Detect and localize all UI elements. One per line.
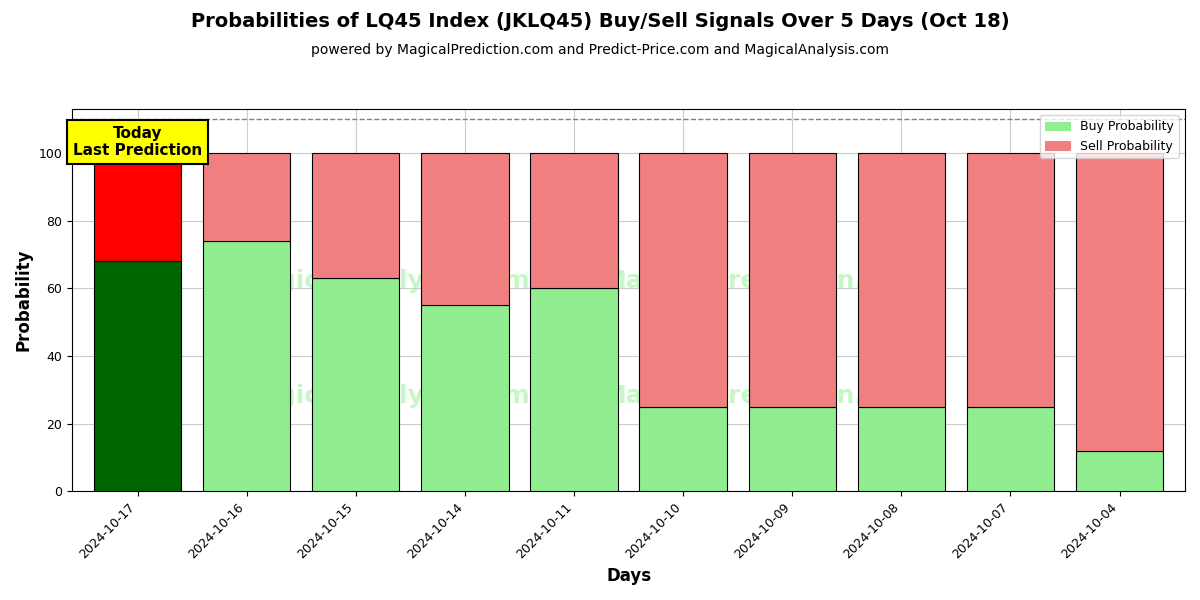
- Bar: [94, 261, 181, 491]
- Bar: [203, 153, 290, 241]
- Bar: [858, 407, 944, 491]
- Text: MagicalAnalysis.com: MagicalAnalysis.com: [236, 269, 530, 293]
- Bar: [858, 153, 944, 407]
- Text: Today
Last Prediction: Today Last Prediction: [73, 126, 203, 158]
- Legend: Buy Probability, Sell Probability: Buy Probability, Sell Probability: [1040, 115, 1178, 158]
- Bar: [1076, 451, 1163, 491]
- Bar: [1076, 153, 1163, 451]
- Text: MagicalPrediction.com: MagicalPrediction.com: [601, 269, 923, 293]
- Bar: [421, 153, 509, 305]
- Bar: [640, 407, 727, 491]
- Bar: [967, 153, 1054, 407]
- X-axis label: Days: Days: [606, 567, 652, 585]
- Y-axis label: Probability: Probability: [16, 249, 34, 352]
- Bar: [530, 153, 618, 288]
- Text: powered by MagicalPrediction.com and Predict-Price.com and MagicalAnalysis.com: powered by MagicalPrediction.com and Pre…: [311, 43, 889, 57]
- Bar: [640, 153, 727, 407]
- Bar: [421, 305, 509, 491]
- Bar: [749, 153, 836, 407]
- Bar: [312, 278, 400, 491]
- Bar: [530, 288, 618, 491]
- Bar: [312, 153, 400, 278]
- Text: MagicalPrediction.com: MagicalPrediction.com: [601, 383, 923, 407]
- Text: Probabilities of LQ45 Index (JKLQ45) Buy/Sell Signals Over 5 Days (Oct 18): Probabilities of LQ45 Index (JKLQ45) Buy…: [191, 12, 1009, 31]
- Bar: [749, 407, 836, 491]
- Text: MagicalAnalysis.com: MagicalAnalysis.com: [236, 383, 530, 407]
- Bar: [203, 241, 290, 491]
- Bar: [94, 153, 181, 261]
- Bar: [967, 407, 1054, 491]
